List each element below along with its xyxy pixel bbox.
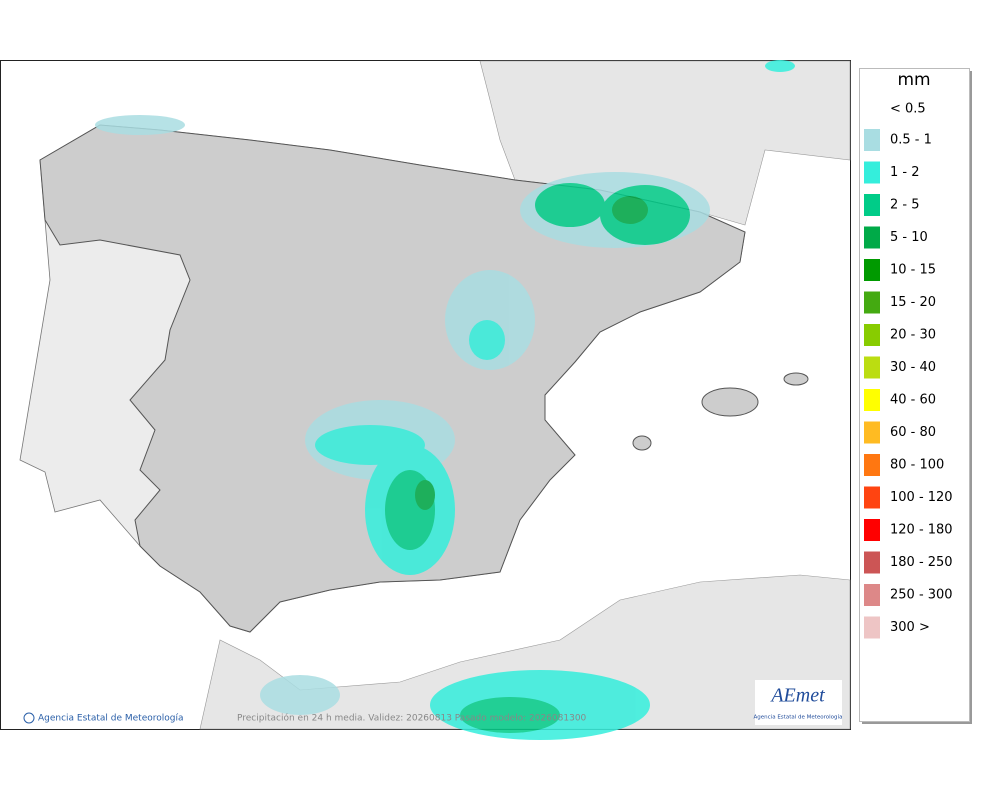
legend-label: 15 - 20 [890,295,936,310]
legend-swatch [864,519,880,541]
legend-title: mm [897,70,930,90]
africa [199,574,851,730]
precip-area [535,183,605,227]
legend-label: 60 - 80 [890,425,936,440]
legend-swatch [864,194,880,216]
legend-swatch [864,584,880,606]
menorca [783,372,809,386]
legend-label: 40 - 60 [890,393,936,408]
credit: Agencia Estatal de Meteorología [38,714,184,724]
legend-label: 0.5 - 1 [890,133,932,148]
legend-swatch [864,454,880,476]
legend-label: 1 - 2 [890,165,920,180]
legend-label: 10 - 15 [890,263,936,278]
legend-swatch [864,129,880,151]
precip-area [95,115,185,135]
legend-swatch [864,486,880,509]
legend-label: 180 - 250 [890,555,953,570]
precipitation [95,60,795,740]
legend-label: 2 - 5 [890,198,920,213]
precip-area [765,60,795,72]
legend-swatch [864,226,880,249]
legend-swatch [864,616,880,639]
mallorca [701,387,759,417]
legend-label: 300 > [890,620,930,635]
logo-subtitle: Agencia Estatal de Meteorología [754,714,843,721]
precip-area [415,480,435,510]
legend-swatch [864,259,880,281]
legend-swatch [864,551,880,574]
legend-swatch [864,291,880,314]
precip-area [445,270,535,370]
legend-label: 80 - 100 [890,458,944,473]
legend-label: 120 - 180 [890,523,953,538]
legend-label: 250 - 300 [890,588,953,603]
precip-area [469,320,505,360]
legend-label: 5 - 10 [890,230,928,245]
logo-box [755,680,842,725]
caption: Precipitación en 24 h media. Validez: 20… [237,713,587,724]
legend-label: 30 - 40 [890,360,936,375]
legend-label: 100 - 120 [890,490,953,505]
logo-title: AEmet [769,685,825,707]
map-layer [19,60,851,740]
precip-area [260,675,340,715]
legend-swatch [864,324,880,346]
copyright-icon [23,712,35,724]
legend-swatch [864,421,880,444]
precip-area [460,697,560,733]
legend-swatch [864,356,880,379]
legend-label: 20 - 30 [890,328,936,343]
legend-swatch [864,161,880,184]
precip-area [612,196,648,224]
legend-swatch [864,389,880,411]
ibiza [632,435,652,451]
legend-label: < 0.5 [890,102,926,117]
